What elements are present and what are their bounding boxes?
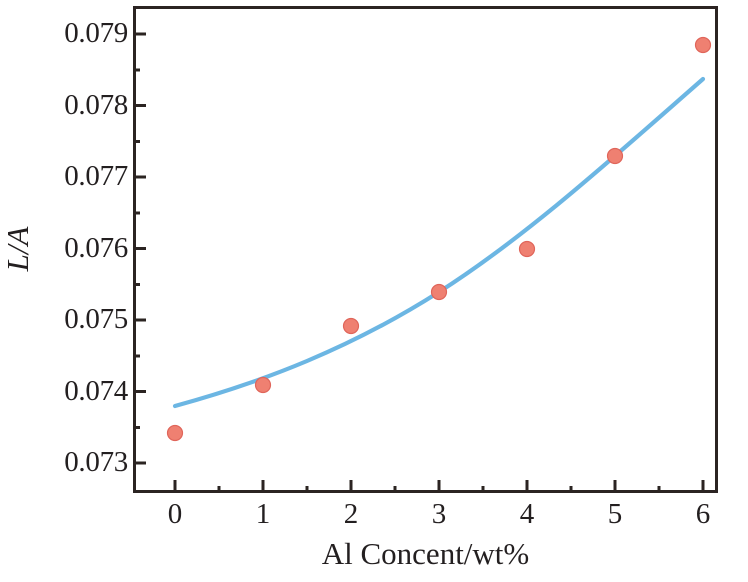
data-point — [606, 147, 624, 165]
data-points — [166, 36, 712, 442]
data-point — [254, 376, 272, 394]
data-point — [342, 317, 360, 335]
x-major-ticks — [173, 480, 705, 493]
data-point — [166, 424, 184, 442]
data-point — [694, 36, 712, 54]
plot-frame — [133, 6, 718, 493]
plot-area — [133, 32, 712, 493]
x-tick-label: 3 — [431, 498, 447, 530]
y-tick-label: 0.076 — [64, 232, 128, 264]
y-major-ticks — [133, 32, 146, 465]
x-tick-label: 2 — [343, 498, 359, 530]
data-point — [518, 240, 536, 258]
x-axis-title: Al Concent/wt% — [321, 536, 530, 571]
y-tick-label: 0.077 — [64, 160, 128, 192]
x-tick-label: 6 — [695, 498, 711, 530]
x-tick-label: 5 — [607, 498, 623, 530]
x-tick-label: 0 — [167, 498, 183, 530]
y-axis-title: L/A — [0, 226, 35, 272]
x-minor-ticks — [217, 486, 661, 493]
x-axis-tick-labels: 0 1 2 3 4 5 6 — [0, 497, 748, 545]
y-axis-tick-labels: 0.073 0.074 0.075 0.076 0.077 0.078 0.07… — [0, 0, 128, 582]
y-tick-label: 0.075 — [64, 303, 128, 335]
y-tick-label: 0.073 — [64, 446, 128, 478]
x-tick-label: 4 — [519, 498, 535, 530]
x-tick-label: 1 — [255, 498, 271, 530]
y-tick-label: 0.074 — [64, 375, 128, 407]
y-minor-ticks — [133, 68, 140, 429]
y-tick-label: 0.078 — [64, 89, 128, 121]
fit-curve — [172, 76, 706, 409]
data-point — [430, 283, 448, 301]
y-tick-label: 0.079 — [64, 17, 128, 49]
